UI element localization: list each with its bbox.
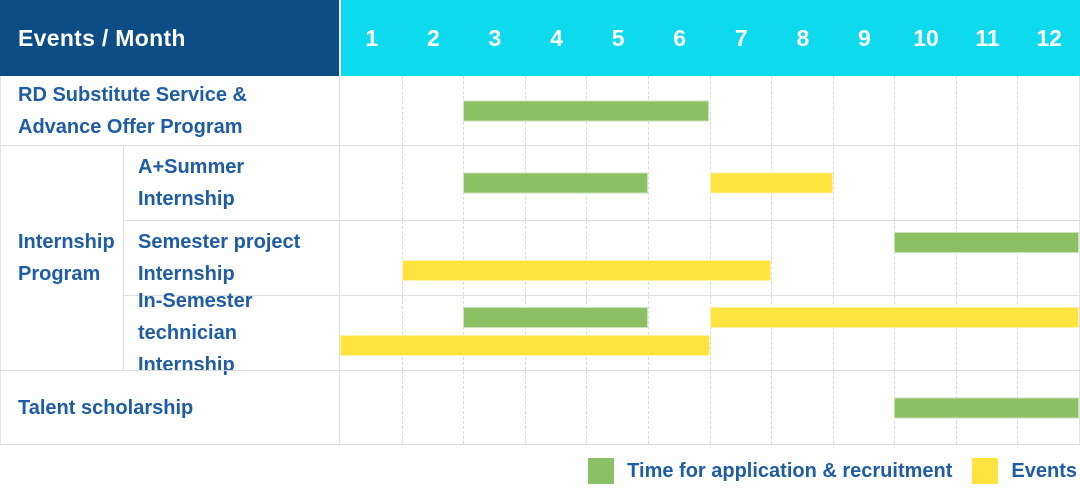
table-row: In-Semester technician Internship — [124, 290, 1079, 376]
month-gridline — [647, 221, 649, 295]
month-gridline — [401, 146, 403, 220]
month-gridline — [709, 76, 711, 145]
month-header-2: 2 — [426, 24, 440, 51]
month-gridline — [955, 76, 957, 145]
month-gridline — [1017, 221, 1019, 295]
month-gridline — [463, 371, 465, 444]
month-gridline — [955, 296, 957, 370]
events-bar — [401, 260, 772, 281]
row-label-in-semester-technician-internship: In-Semester technician Internship — [124, 290, 340, 376]
month-gridline — [894, 221, 896, 295]
month-gridline — [709, 221, 711, 295]
month-gridline — [524, 371, 526, 444]
events-bar — [340, 335, 710, 356]
month-gridline — [955, 221, 957, 295]
timeline-grid-in-semester-technician-internship — [340, 296, 1079, 370]
chart-legend: Time for application & recruitment Event… — [0, 445, 1080, 497]
legend-item-recruitment: Time for application & recruitment — [588, 458, 952, 484]
timeline-grid-talent-scholarship — [340, 371, 1079, 444]
month-gridline — [1017, 296, 1019, 370]
group-label-internship-program: Internship Program — [1, 146, 124, 370]
recruitment-bar — [894, 397, 1079, 418]
row-label-rd-substitute: RD Substitute Service & Advance Offer Pr… — [1, 76, 340, 145]
month-header-11: 11 — [975, 24, 1000, 51]
month-gridline — [771, 371, 773, 444]
events-color-swatch — [972, 458, 999, 484]
timeline-grid-a-summer-internship — [340, 146, 1079, 220]
month-header-5: 5 — [611, 24, 625, 51]
month-gridline — [832, 146, 834, 220]
month-header-10: 10 — [913, 24, 939, 51]
month-gridline — [401, 221, 403, 295]
month-gridline — [586, 296, 588, 370]
month-gridline — [894, 146, 896, 220]
events-bar — [709, 307, 1079, 328]
month-gridline — [586, 371, 588, 444]
month-gridline — [586, 221, 588, 295]
row-label-a-summer-internship: A+Summer Internship — [124, 146, 340, 220]
month-gridline — [832, 221, 834, 295]
month-header-8: 8 — [796, 24, 810, 51]
month-gridline — [401, 76, 403, 145]
month-header-3: 3 — [488, 24, 502, 51]
month-gridline — [401, 296, 403, 370]
table-row: Semester project Internship — [124, 220, 1079, 295]
month-header-strip: 1 2 3 4 5 6 7 8 9 10 11 12 — [341, 0, 1080, 76]
month-gridline — [463, 296, 465, 370]
table-row: RD Substitute Service & Advance Offer Pr… — [1, 76, 1079, 145]
month-gridline — [832, 76, 834, 145]
month-gridline — [1017, 76, 1019, 145]
month-gridline — [524, 296, 526, 370]
row-label-talent-scholarship: Talent scholarship — [1, 371, 340, 444]
recruitment-color-swatch — [588, 458, 615, 484]
month-gridline — [771, 76, 773, 145]
month-gridline — [1017, 146, 1019, 220]
recruitment-bar — [463, 172, 648, 194]
month-header-7: 7 — [734, 24, 748, 51]
month-gridline — [401, 371, 403, 444]
table-row: Talent scholarship — [1, 370, 1079, 444]
events-month-header-cell: Events / Month — [0, 0, 339, 76]
internship-sub-rows: A+Summer Internship Semester project Int… — [124, 146, 1079, 376]
legend-label-events: Events — [1011, 459, 1077, 482]
month-gridline — [709, 371, 711, 444]
month-gridline — [647, 296, 649, 370]
month-gridline — [463, 221, 465, 295]
month-header-6: 6 — [673, 24, 687, 51]
month-gridline — [955, 146, 957, 220]
legend-item-events: Events — [972, 458, 1077, 484]
month-header-4: 4 — [550, 24, 563, 51]
recruitment-bar — [463, 100, 710, 121]
month-header-9: 9 — [858, 24, 871, 51]
recruitment-bar — [463, 307, 648, 328]
month-header-1: 1 — [365, 24, 379, 51]
month-header-12: 12 — [1036, 24, 1062, 51]
month-gridline — [771, 221, 773, 295]
month-gridline — [832, 371, 834, 444]
month-gridline — [647, 146, 649, 220]
month-gridline — [709, 296, 711, 370]
month-gridline — [524, 221, 526, 295]
recruitment-bar — [894, 232, 1079, 253]
month-gridline — [894, 296, 896, 370]
month-gridline — [832, 296, 834, 370]
month-gridline — [771, 296, 773, 370]
row-label-semester-project-internship: Semester project Internship — [124, 221, 340, 295]
month-gridline — [647, 371, 649, 444]
table-header-row: Events / Month 1 2 3 4 5 6 7 8 9 10 11 12 — [0, 0, 1080, 76]
legend-label-recruitment: Time for application & recruitment — [627, 459, 953, 482]
internship-program-group: Internship Program A+Summer Internship S… — [1, 145, 1079, 376]
table-body: RD Substitute Service & Advance Offer Pr… — [0, 76, 1080, 445]
timeline-grid-semester-project-internship — [340, 221, 1079, 295]
table-row: A+Summer Internship — [124, 146, 1079, 220]
timeline-grid-rd-substitute — [340, 76, 1079, 145]
month-gridline — [894, 76, 896, 145]
events-bar — [709, 172, 833, 194]
